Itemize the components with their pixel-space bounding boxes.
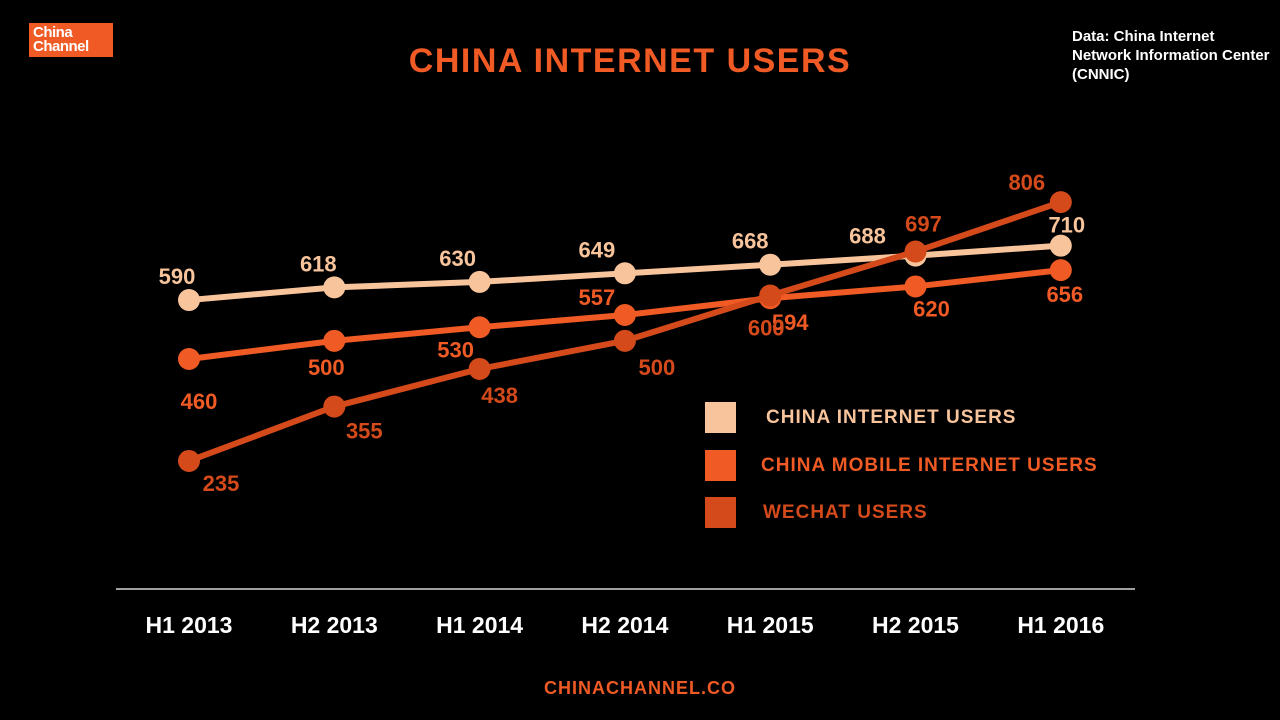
- data-point: [468, 270, 491, 293]
- x-tick-label: H2 2014: [581, 612, 668, 638]
- data-label: 594: [772, 310, 809, 335]
- data-label: 656: [1046, 282, 1083, 307]
- x-tick-label: H2 2013: [291, 612, 378, 638]
- legend-label: CHINA INTERNET USERS: [766, 406, 1017, 428]
- data-label: 806: [1008, 170, 1045, 195]
- data-point: [468, 316, 491, 339]
- x-tick-label: H2 2015: [872, 612, 959, 638]
- data-label: 530: [437, 337, 474, 362]
- x-tick-label: H1 2013: [146, 612, 233, 638]
- legend-item: WECHAT USERS: [705, 497, 928, 528]
- legend-swatch: [705, 450, 736, 481]
- logo-line2: Channel: [33, 38, 89, 55]
- data-point: [178, 347, 200, 370]
- data-label: 649: [579, 237, 616, 262]
- data-point: [178, 289, 200, 312]
- data-point: [323, 329, 346, 352]
- data-point: [178, 449, 200, 472]
- data-point: [759, 284, 782, 307]
- data-point: [613, 262, 636, 285]
- data-point: [1049, 191, 1072, 214]
- legend-item: CHINA INTERNET USERS: [705, 402, 1016, 433]
- data-point: [904, 275, 927, 298]
- data-label: 235: [203, 471, 240, 496]
- data-point: [323, 276, 346, 299]
- x-tick-label: H1 2014: [436, 612, 523, 638]
- data-point: [613, 329, 636, 352]
- data-label: 460: [181, 389, 218, 414]
- data-point: [1049, 234, 1072, 257]
- data-label: 710: [1048, 213, 1085, 238]
- data-point: [1049, 259, 1072, 282]
- legend-swatch: [705, 402, 736, 433]
- data-label: 600: [748, 316, 785, 341]
- legend-swatch: [705, 497, 736, 528]
- data-point: [759, 253, 782, 276]
- data-label: 500: [308, 355, 345, 380]
- data-point: [904, 240, 927, 263]
- legend-label: CHINA MOBILE INTERNET USERS: [761, 454, 1098, 476]
- data-label: 630: [439, 246, 476, 271]
- data-label: 590: [159, 264, 196, 289]
- data-label: 620: [913, 296, 950, 321]
- x-tick-label: H1 2016: [1017, 612, 1104, 638]
- x-tick-label: H1 2015: [727, 612, 814, 638]
- data-label: 438: [481, 383, 518, 408]
- legend-label: WECHAT USERS: [763, 501, 928, 523]
- data-point: [323, 395, 346, 418]
- data-point: [613, 304, 636, 327]
- data-label: 500: [639, 355, 676, 380]
- data-label: 697: [905, 212, 942, 237]
- legend-item: CHINA MOBILE INTERNET USERS: [705, 450, 1098, 481]
- footer-url: CHINACHANNEL.CO: [544, 678, 736, 698]
- chart-title: CHINA INTERNET USERS: [408, 42, 852, 80]
- data-label: 618: [300, 251, 337, 276]
- data-label: 688: [849, 224, 886, 249]
- data-source: Data: China Internet Network Information…: [1072, 28, 1270, 83]
- data-label: 557: [579, 285, 616, 310]
- data-label: 355: [346, 419, 383, 444]
- data-point: [468, 357, 491, 380]
- data-label: 668: [732, 229, 769, 254]
- china-channel-logo: China Channel: [29, 23, 113, 57]
- logo-line1: China: [33, 24, 73, 41]
